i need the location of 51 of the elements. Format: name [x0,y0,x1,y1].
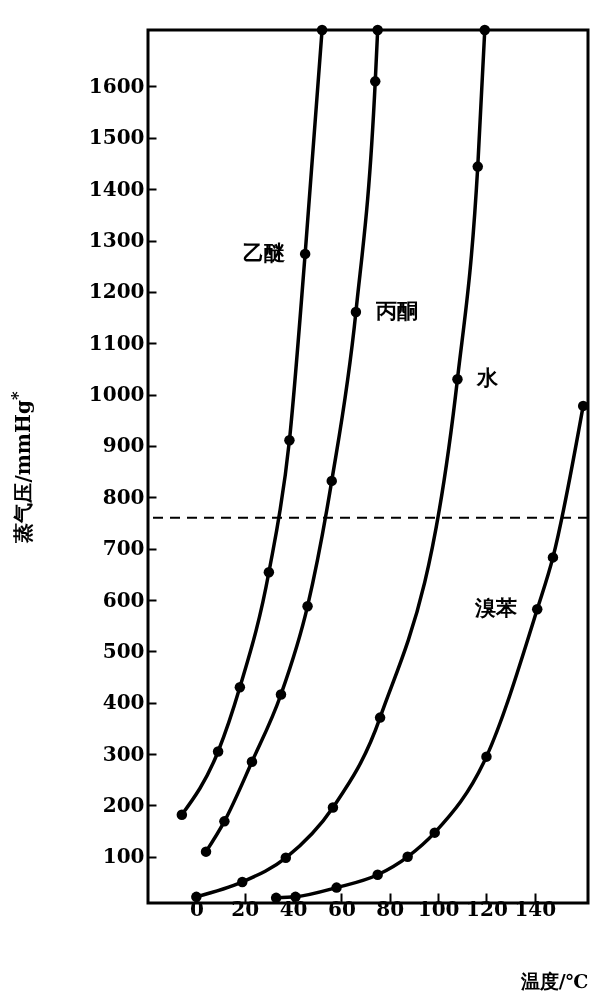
point [350,306,362,318]
y-tick-label: 600 [102,587,145,612]
point [370,76,381,87]
point [327,802,339,813]
y-tick-label: 1200 [88,279,145,304]
y-tick-label: 1500 [88,125,145,150]
y-tick-label: 300 [102,741,145,766]
point [372,24,383,36]
y-tick-label: 1400 [88,176,145,201]
y-tick-label: 100 [102,844,145,869]
point [284,435,295,446]
y-tick-label: 1000 [88,382,145,407]
point [280,852,292,864]
point [479,24,491,36]
y-tick-label: 200 [102,792,145,817]
point [263,567,275,578]
x-axis-title: 温度/℃ [519,969,589,992]
series-label: 丙酮 [374,297,418,323]
series-label: 乙醚 [243,239,287,265]
point [212,746,224,757]
point [481,751,492,762]
point [429,827,440,838]
point [402,851,413,863]
point [547,552,559,563]
point [200,846,212,857]
point [237,876,248,888]
point [219,816,230,827]
y-tick-label: 400 [102,690,145,715]
point [246,756,258,768]
y-tick-label: 1100 [88,330,145,355]
point [176,809,188,820]
point [531,604,543,615]
y-tick-label: 800 [102,484,145,509]
point [326,475,337,487]
y-tick-label: 900 [102,433,145,458]
y-tick-label: 1300 [88,228,145,253]
point [372,869,383,880]
point [299,248,311,260]
series-label: 溴苯 [474,595,518,621]
series-label: 水 [476,365,500,391]
point [234,682,246,693]
point [275,689,287,700]
y-tick-label: 700 [102,536,145,561]
point [316,24,328,36]
point [472,161,483,172]
y-tick-label: 1600 [88,73,145,98]
y-tick-label: 500 [102,638,145,663]
point [452,373,463,385]
point [302,600,313,612]
point [374,712,386,723]
point [331,882,342,893]
